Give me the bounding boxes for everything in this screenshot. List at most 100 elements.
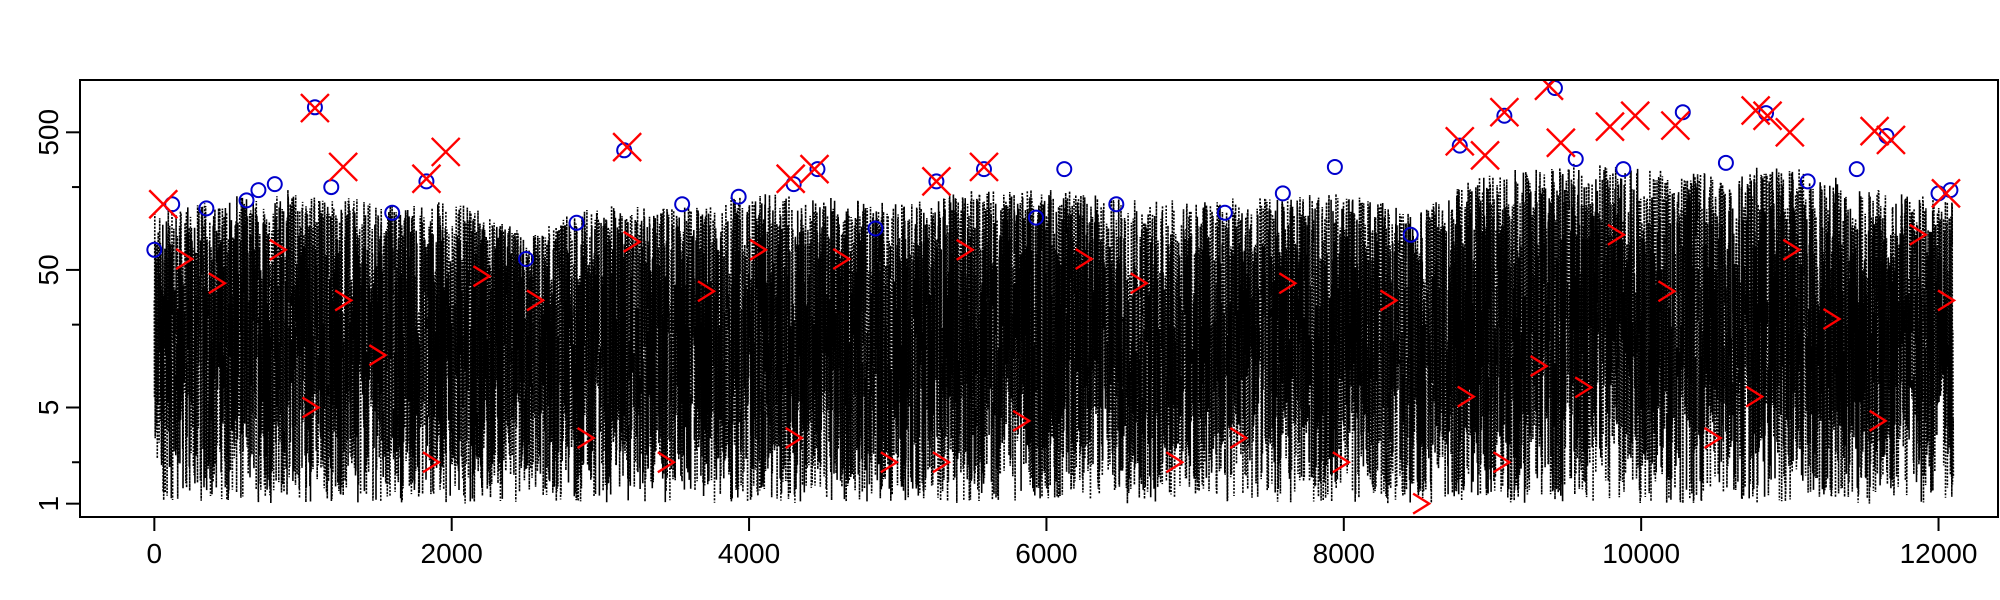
circle-point	[730, 188, 747, 205]
circle-point	[266, 176, 283, 193]
y-tick-label: 5	[33, 400, 64, 416]
x-tick-label: 8000	[1313, 538, 1375, 569]
chevron-point	[1782, 238, 1802, 261]
chevron-point	[1937, 289, 1957, 312]
circle-point	[1496, 107, 1513, 124]
y-tick-label: 1	[33, 496, 64, 512]
chevron-point	[1909, 223, 1928, 246]
circle-point	[306, 99, 323, 116]
circle-point	[975, 161, 992, 178]
chevron-point	[1492, 451, 1512, 474]
circle-point	[674, 196, 691, 213]
circle-point	[1451, 137, 1468, 154]
x-point	[1660, 110, 1691, 141]
series-x	[148, 80, 1961, 220]
chevron-point	[576, 427, 596, 450]
chevron-point	[1822, 307, 1842, 330]
plot-frame	[79, 79, 1999, 518]
x-point	[1444, 126, 1475, 157]
chevron-point	[697, 280, 717, 303]
chevron-point	[749, 238, 769, 261]
chevron-point	[472, 265, 492, 288]
chevron-point	[422, 451, 442, 474]
x-point	[1876, 125, 1906, 155]
chevron-point	[1074, 247, 1094, 271]
chevron-point	[1012, 409, 1032, 432]
chevron-point	[932, 451, 952, 474]
x-point	[1774, 117, 1805, 148]
circle-point	[164, 196, 181, 213]
chevron-point	[1607, 223, 1627, 246]
x-point	[430, 137, 461, 167]
chevron-point	[1165, 451, 1185, 474]
x-point	[1740, 95, 1771, 126]
chevron-point	[1412, 492, 1432, 515]
x-point	[921, 166, 952, 197]
x-tick-label: 10000	[1602, 538, 1680, 569]
x-point	[1489, 97, 1520, 128]
chevron-point	[657, 451, 677, 474]
circle-point	[1028, 209, 1045, 226]
circle-point	[1402, 226, 1419, 243]
data-layer	[146, 80, 1961, 515]
x-point	[1546, 127, 1576, 158]
chevron-point	[880, 451, 900, 474]
circle-point	[250, 182, 267, 199]
x-point	[328, 152, 359, 182]
x-point	[1595, 111, 1625, 142]
circle-point	[518, 251, 535, 268]
circle-point	[1056, 161, 1073, 178]
chevron-point	[1868, 409, 1888, 432]
chevron-point	[208, 272, 228, 295]
circle-point	[418, 173, 435, 190]
y-tick-label: 50	[33, 254, 64, 285]
x-tick-label: 12000	[1900, 538, 1978, 569]
x-point	[1931, 178, 1961, 209]
x-point	[1752, 100, 1783, 131]
x-axis: 0 2000 4000 6000 8000 10000 12000	[147, 517, 1978, 569]
x-point	[969, 152, 999, 182]
chevron-point	[1129, 272, 1149, 295]
circle-point	[1717, 154, 1734, 171]
circle-point	[146, 241, 163, 258]
series-chevron	[175, 223, 1957, 515]
x-point	[148, 189, 179, 220]
circle-point	[1274, 185, 1291, 202]
circle-point	[809, 161, 826, 178]
chevron-point	[526, 289, 546, 312]
circle-point	[568, 214, 585, 231]
circle-point	[928, 173, 945, 190]
x-point	[300, 93, 330, 123]
chevron-point	[622, 230, 642, 253]
x-tick-label: 4000	[718, 538, 780, 569]
chevron-point	[832, 247, 852, 271]
circle-point	[1326, 158, 1343, 175]
circle-point	[1615, 161, 1632, 178]
x-point	[612, 132, 642, 163]
x-point	[1620, 100, 1651, 131]
chevron-point	[1457, 385, 1476, 408]
plot-area	[146, 80, 1961, 515]
chevron-point	[1574, 376, 1594, 399]
chevron-point	[175, 247, 195, 271]
x-tick-label: 0	[147, 538, 163, 569]
x-point	[775, 163, 806, 194]
chevron-point	[1529, 355, 1549, 378]
circle-point	[1216, 204, 1233, 221]
chevron-point	[1278, 272, 1298, 295]
chevron-point	[1379, 289, 1399, 312]
chevron-point	[301, 396, 321, 419]
x-point	[1534, 80, 1564, 101]
circle-point	[1799, 173, 1816, 190]
circle-point	[1567, 150, 1584, 167]
chevron-point	[785, 427, 804, 450]
circle-point	[238, 192, 255, 209]
circle-point	[323, 179, 340, 196]
chevron-point	[368, 344, 388, 367]
chevron-point	[1332, 451, 1352, 474]
circle-point	[198, 200, 215, 217]
circle-point	[384, 204, 401, 221]
x-point	[799, 154, 830, 184]
